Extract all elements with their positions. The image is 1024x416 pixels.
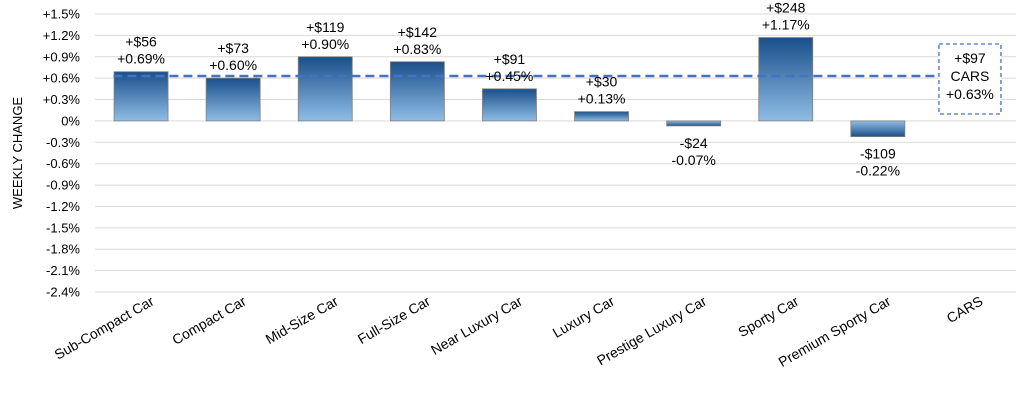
bar-compact-car [205, 77, 261, 122]
data-label-dollar: +$56 [125, 34, 157, 50]
data-label-dollar: +$119 [306, 19, 344, 35]
y-axis-label: WEEKLY CHANGE [10, 97, 25, 210]
bar-luxury-car [574, 111, 629, 122]
data-label-percent: +0.83% [393, 41, 441, 57]
category-label: CARS [944, 293, 986, 326]
data-label-dollar: +$248 [766, 0, 806, 16]
y-tick-label: -0.6% [46, 156, 80, 171]
bar-full-size-car [389, 61, 445, 122]
data-label-percent: +0.60% [209, 57, 257, 73]
category-label: Mid-Size Car [263, 293, 341, 347]
reference-line-group: +$97 CARS +0.63% [113, 43, 1002, 115]
bars [113, 37, 906, 138]
y-tick-label: +1.5% [43, 7, 81, 22]
y-axis-ticks: +1.5% +1.2% +0.9% +0.6% +0.3% 0% -0.3% -0.6% -0.… [43, 7, 81, 300]
data-label-percent: +0.90% [301, 36, 349, 52]
data-labels: +$56+0.69% +$73+0.60% +$119+0.90% +$142+0.8… [117, 0, 900, 179]
data-label-percent: +1.17% [762, 17, 810, 33]
bar-prestige-luxury-car [666, 120, 722, 127]
y-tick-label: -1.2% [46, 199, 80, 214]
y-tick-label: -0.3% [46, 135, 80, 150]
y-tick-label: +1.2% [43, 28, 81, 43]
y-tick-label: +0.3% [43, 92, 81, 107]
category-label: Luxury Car [550, 293, 618, 341]
data-label-percent: -0.07% [671, 152, 715, 168]
data-label-dollar: +$91 [494, 51, 526, 67]
data-label-dollar: +$142 [398, 24, 438, 40]
category-label: Full-Size Car [355, 293, 433, 347]
data-label-percent: -0.22% [856, 163, 900, 179]
data-label-dollar: -$109 [860, 146, 896, 162]
category-label: Compact Car [169, 293, 249, 348]
category-label: Sub-Compact Car [52, 293, 157, 363]
reference-dollar-label: +$97 [954, 50, 986, 66]
bar-sub-compact-car [113, 71, 169, 122]
category-label: Sporty Car [735, 293, 801, 340]
reference-percent-label: +0.63% [946, 86, 994, 102]
y-tick-label: -1.5% [46, 220, 80, 235]
data-label-dollar: -$24 [680, 135, 708, 151]
y-tick-label: -1.8% [46, 242, 80, 257]
category-labels: Sub-Compact Car Compact Car Mid-Size Car Fu… [52, 293, 986, 370]
reference-label-box [938, 43, 1002, 115]
data-label-dollar: +$73 [217, 40, 249, 56]
y-tick-label: 0% [61, 113, 80, 128]
y-tick-label: -0.9% [46, 178, 80, 193]
reference-name-label: CARS [950, 68, 989, 84]
data-label-percent: +0.13% [578, 91, 626, 107]
bar-sporty-car [758, 37, 814, 122]
bar-near-luxury-car [482, 88, 537, 122]
bar-mid-size-car [297, 56, 353, 122]
data-label-percent: +0.69% [117, 51, 165, 67]
y-tick-label: +0.6% [43, 71, 81, 86]
category-label: Near Luxury Car [428, 293, 525, 358]
data-label-percent: +0.45% [486, 68, 534, 84]
bar-premium-sporty-car [850, 120, 906, 138]
y-tick-label: -2.4% [46, 285, 80, 300]
y-tick-label: -2.1% [46, 263, 80, 278]
data-label-dollar: +$30 [586, 74, 618, 90]
y-tick-label: +0.9% [43, 49, 81, 64]
